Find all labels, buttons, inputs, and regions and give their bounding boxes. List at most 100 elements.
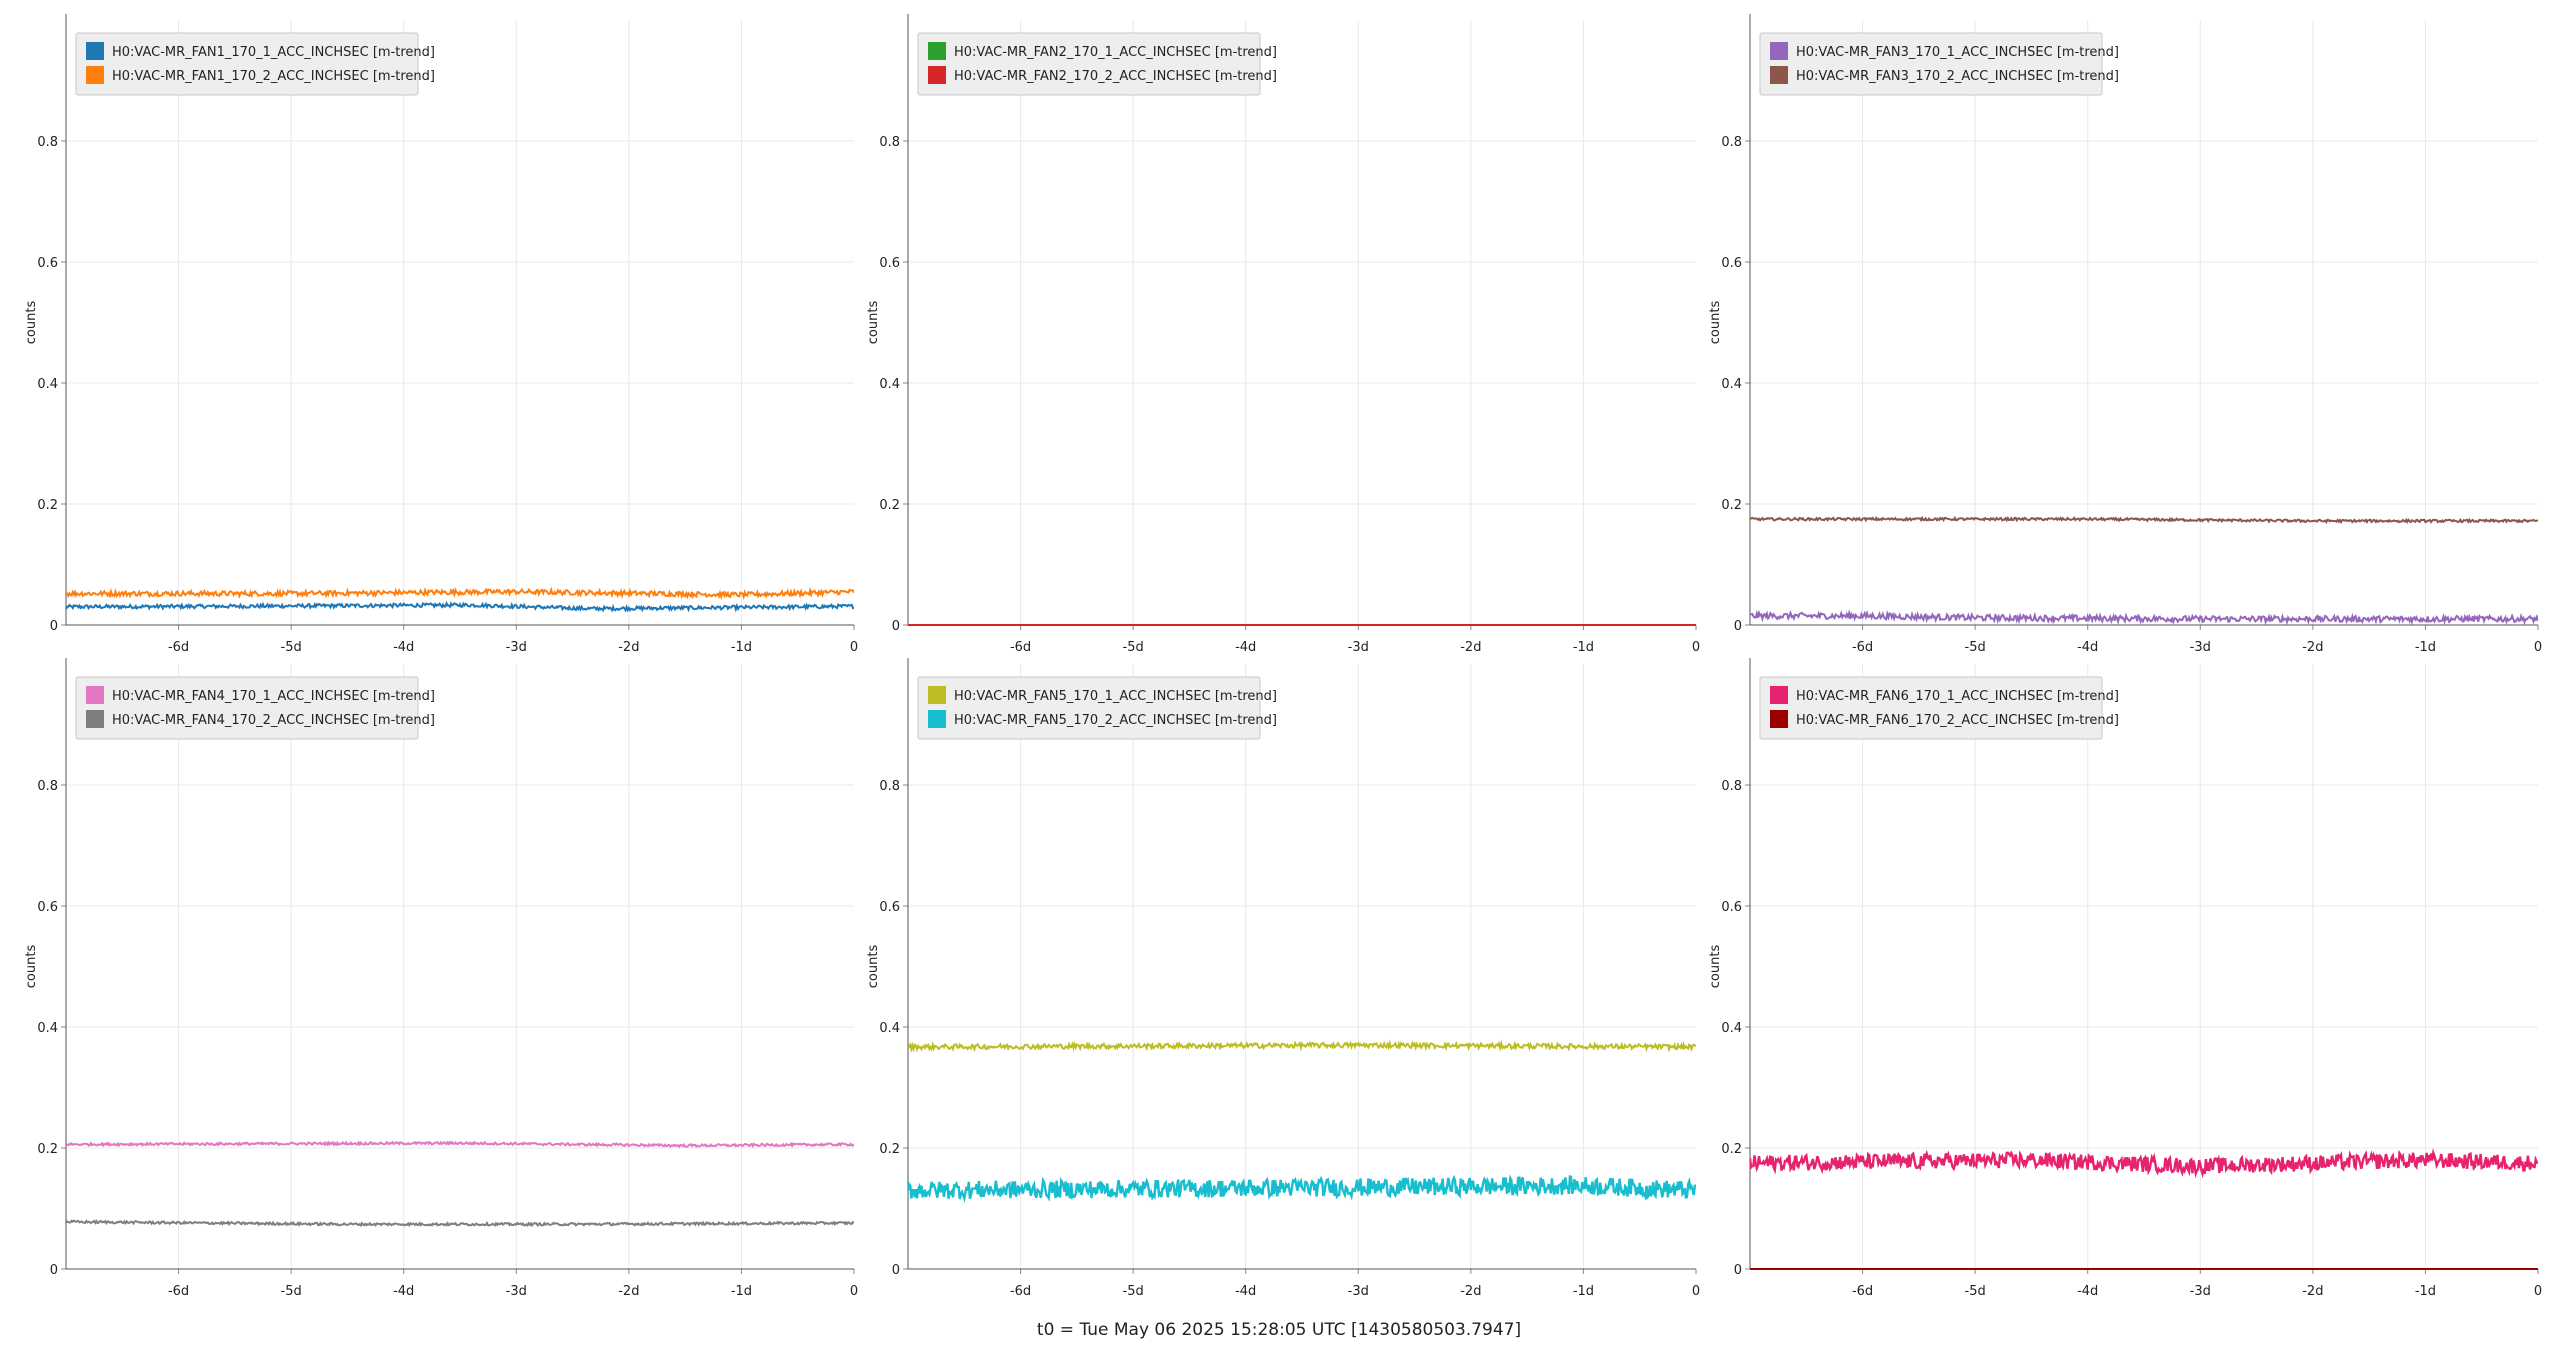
legend-entry: H0:VAC-MR_FAN6_170_1_ACC_INCHSEC [m-tren… [1796,689,2119,704]
y-tick-label: 0.8 [879,779,900,794]
y-tick-label: 0.4 [879,1021,900,1036]
y-tick-label: 0.6 [879,256,900,271]
x-tick-label: 0 [850,1284,858,1299]
x-tick-label: -4d [1235,1284,1256,1299]
legend-swatch [86,710,104,728]
y-tick-label: 0.2 [1721,498,1742,513]
x-tick-label: -1d [2415,1284,2436,1299]
legend-swatch [928,42,946,60]
y-axis-label: counts [24,945,39,989]
legend-entry: H0:VAC-MR_FAN2_170_1_ACC_INCHSEC [m-tren… [954,45,1277,60]
legend: H0:VAC-MR_FAN4_170_1_ACC_INCHSEC [m-tren… [75,676,435,740]
series-line [66,1219,854,1228]
x-tick-label: -6d [168,1284,189,1299]
legend-box [917,676,1261,740]
y-tick-label: 0 [892,1263,900,1278]
series-line [1750,1148,2538,1179]
x-tick-label: -4d [393,1284,414,1299]
x-tick-label: -1d [1573,640,1594,655]
x-tick-label: 0 [2534,1284,2542,1299]
legend-swatch [1770,710,1788,728]
y-axis-label: counts [866,301,881,345]
x-tick-label: -4d [2077,1284,2098,1299]
x-tick-label: -6d [1010,1284,1031,1299]
legend-swatch [86,42,104,60]
legend-swatch [928,710,946,728]
x-tick-label: -6d [1010,640,1031,655]
legend-swatch [1770,42,1788,60]
y-tick-label: 0.8 [1721,779,1742,794]
x-tick-label: -4d [1235,640,1256,655]
x-tick-label: -2d [2302,1284,2323,1299]
chart-panel-3: 0 0.2 0.4 0.6 0.8 -6d -5d -4d -3d -2d -1d 0 counts H0… [1708,14,2542,655]
chart-panel-4: 0 0.2 0.4 0.6 0.8 -6d -5d -4d -3d -2d -1d 0 counts H0… [24,658,858,1299]
x-tick-label: -3d [1348,1284,1369,1299]
y-tick-label: 0.2 [879,1142,900,1157]
y-tick-label: 0 [892,619,900,634]
series-line [908,1039,1696,1053]
plot-area [908,664,1696,1269]
y-tick-label: 0.6 [1721,256,1742,271]
x-tick-label: -5d [1965,640,1986,655]
y-tick-label: 0.2 [37,498,58,513]
series-line [1750,609,2538,626]
plot-area [66,664,854,1269]
legend-entry: H0:VAC-MR_FAN4_170_1_ACC_INCHSEC [m-tren… [112,689,435,704]
legend-box [1759,32,2103,96]
legend-swatch [1770,66,1788,84]
x-tick-label: -6d [1852,640,1873,655]
legend-entry: H0:VAC-MR_FAN5_170_1_ACC_INCHSEC [m-tren… [954,689,1277,704]
y-tick-label: 0 [50,619,58,634]
legend-entry: H0:VAC-MR_FAN4_170_2_ACC_INCHSEC [m-tren… [112,713,435,728]
x-tick-label: -2d [618,640,639,655]
x-tick-label: -2d [1460,1284,1481,1299]
legend-box [75,32,419,96]
legend-entry: H0:VAC-MR_FAN3_170_1_ACC_INCHSEC [m-tren… [1796,45,2119,60]
x-tick-label: -5d [1123,640,1144,655]
y-tick-label: 0 [1734,619,1742,634]
legend-swatch [86,66,104,84]
series-line [908,1174,1696,1204]
plot-area [1750,20,2538,625]
x-tick-label: -2d [1460,640,1481,655]
x-tick-label: -5d [1965,1284,1986,1299]
y-axis-label: counts [1708,945,1723,989]
x-tick-label: 0 [2534,640,2542,655]
y-tick-label: 0.8 [37,135,58,150]
x-tick-label: 0 [1692,640,1700,655]
chart-panel-5: 0 0.2 0.4 0.6 0.8 -6d -5d -4d -3d -2d -1d 0 counts H0… [866,658,1700,1299]
x-tick-label: 0 [850,640,858,655]
y-tick-label: 0.6 [879,900,900,915]
legend: H0:VAC-MR_FAN5_170_1_ACC_INCHSEC [m-tren… [917,676,1277,740]
series-line [66,600,854,613]
y-tick-label: 0.8 [1721,135,1742,150]
series-line [1750,515,2538,525]
x-tick-label: -1d [2415,640,2436,655]
legend: H0:VAC-MR_FAN6_170_1_ACC_INCHSEC [m-tren… [1759,676,2119,740]
legend-swatch [928,66,946,84]
y-tick-label: 0.8 [37,779,58,794]
series-line [66,586,854,601]
plot-area [1750,664,2538,1269]
chart-panel-1: 0 0.2 0.4 0.6 0.8 -6d -5d -4d -3d -2d -1d 0 counts H0… [24,14,858,655]
x-tick-label: -6d [1852,1284,1873,1299]
x-tick-label: -4d [393,640,414,655]
x-tick-label: -5d [281,640,302,655]
y-tick-label: 0.4 [37,1021,58,1036]
y-tick-label: 0.2 [879,498,900,513]
y-axis-label: counts [24,301,39,345]
legend: H0:VAC-MR_FAN2_170_1_ACC_INCHSEC [m-tren… [917,32,1277,96]
y-tick-label: 0.6 [1721,900,1742,915]
x-tick-label: -2d [618,1284,639,1299]
y-tick-label: 0.4 [1721,377,1742,392]
x-tick-label: -5d [281,1284,302,1299]
y-tick-label: 0.6 [37,900,58,915]
y-tick-label: 0.8 [879,135,900,150]
chart-panel-2: 0 0.2 0.4 0.6 0.8 -6d -5d -4d -3d -2d -1d 0 counts H0… [866,14,1700,655]
x-tick-label: -3d [2190,1284,2211,1299]
legend-box [1759,676,2103,740]
plot-area [66,20,854,625]
series-line [66,1140,854,1149]
legend: H0:VAC-MR_FAN1_170_1_ACC_INCHSEC [m-tren… [75,32,435,96]
